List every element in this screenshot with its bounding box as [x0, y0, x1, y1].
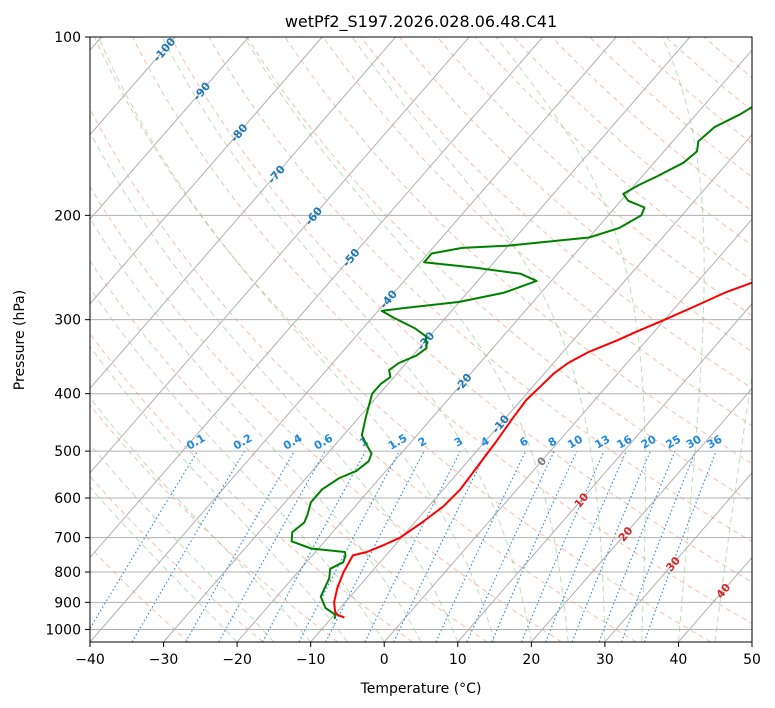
isotherm-line [90, 37, 470, 474]
moist-adiabat [90, 217, 422, 642]
y-tick-label: 600 [54, 491, 81, 507]
profile-series [290, 105, 752, 620]
x-tick-label: 10 [449, 652, 467, 668]
moist-adiabat [97, 37, 496, 642]
pressure-grid [90, 37, 752, 630]
mixing-ratio-line [131, 450, 245, 642]
dewpoint-profile-line [290, 105, 752, 620]
y-tick-label: 200 [54, 208, 81, 224]
y-tick-label: 700 [54, 531, 81, 547]
dry-adiabat [170, 37, 752, 583]
x-tick-label: −30 [149, 652, 179, 668]
x-axis-label: Temperature (°C) [360, 681, 482, 697]
x-axis-ticks: −40 −30 −20 −10 0 10 20 30 40 50 [75, 642, 761, 668]
isotherm-line [90, 37, 249, 221]
x-tick-label: 30 [596, 652, 614, 668]
isotherm-line [236, 49, 752, 642]
moist-adiabat [90, 130, 459, 642]
x-tick-label: 0 [380, 652, 389, 668]
x-tick-label: −20 [222, 652, 252, 668]
isotherm-line [457, 303, 752, 642]
mixing-ratio-line [262, 450, 367, 642]
x-tick-label: 40 [670, 652, 688, 668]
dry-adiabat [94, 37, 712, 642]
moist-adiabat [714, 372, 752, 642]
y-axis-ticks: 100 200 300 400 500 600 700 800 900 1000 [45, 30, 90, 638]
dry-adiabat [360, 37, 752, 389]
plot-frame [89, 36, 753, 643]
mixing-ratio-line [218, 450, 326, 642]
isotherm-line [383, 218, 752, 642]
y-tick-label: 1000 [45, 622, 81, 638]
isotherm-line [90, 37, 544, 559]
moist-adiabat [90, 486, 238, 642]
x-tick-label: −40 [75, 652, 105, 668]
dry-adiabat [90, 185, 562, 642]
x-tick-label: 50 [743, 652, 761, 668]
isotherm-line [90, 37, 323, 305]
moist-adiabat [90, 345, 348, 642]
moist-adiabat [90, 443, 275, 642]
mixing-ratio-line [393, 450, 488, 642]
dry-adiabat [132, 37, 752, 624]
y-tick-label: 300 [54, 313, 81, 329]
moist-adiabat [661, 37, 705, 642]
dry-adiabat [437, 37, 752, 317]
y-tick-label: 400 [54, 387, 81, 403]
dry-adiabat [475, 37, 752, 281]
dry-adiabat [90, 404, 339, 642]
y-tick-label: 500 [54, 444, 81, 460]
moist-adiabat [161, 37, 532, 642]
isotherm-line [604, 472, 752, 642]
mixing-ratio-line [491, 450, 578, 642]
x-tick-label: −10 [296, 652, 326, 668]
isotherm-line [90, 37, 397, 390]
chart-title: wetPf2_S197.2026.028.06.48.C41 [285, 12, 557, 32]
mixing-ratio-line [545, 450, 627, 642]
background-lines [90, 37, 752, 642]
isotherm-line [90, 37, 617, 642]
mixing-ratio-line [435, 450, 527, 642]
moist-adiabat [495, 37, 646, 642]
dry-adiabat [90, 332, 413, 642]
dry-adiabat [208, 37, 752, 543]
moist-adiabat [90, 287, 385, 642]
y-axis-label: Pressure (hPa) [12, 290, 28, 390]
dry-adiabat [90, 108, 637, 642]
mixing-ratio-line [185, 450, 295, 642]
dry-adiabat [322, 37, 752, 427]
temperature-profile-line [333, 281, 752, 619]
isotherm-line [530, 387, 752, 642]
mixing-ratio-line [520, 450, 605, 642]
y-tick-label: 900 [54, 595, 81, 611]
dry-adiabat [627, 37, 752, 145]
x-tick-label: 20 [522, 652, 540, 668]
dry-adiabat [398, 37, 752, 353]
moist-adiabat [243, 37, 569, 642]
mixing-ratio-line [90, 450, 199, 630]
y-tick-label: 100 [54, 30, 81, 46]
y-tick-label: 800 [54, 565, 81, 581]
isotherm-line [310, 133, 752, 642]
mixing-ratio-line [466, 450, 555, 642]
